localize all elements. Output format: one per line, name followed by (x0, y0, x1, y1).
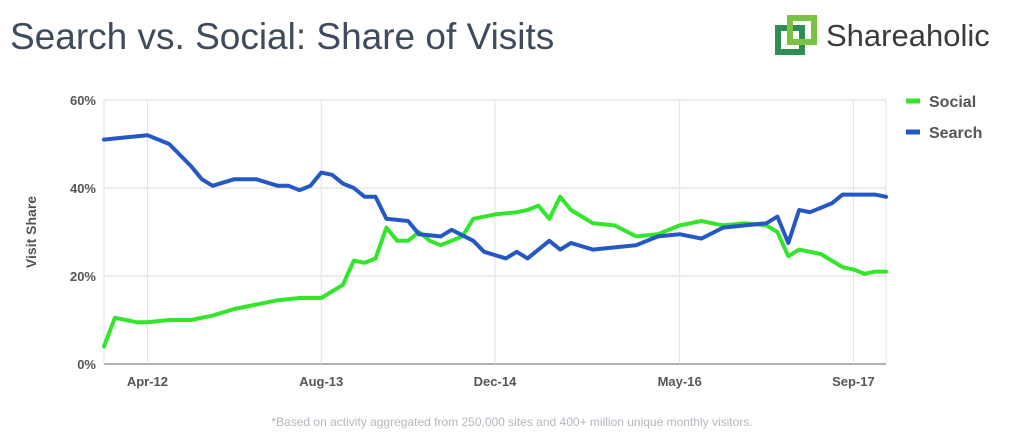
brand-logo: Shareaholic (774, 14, 1014, 60)
legend-label-social: Social (929, 94, 976, 111)
series-line-search (102, 133, 888, 261)
chart-grid (103, 99, 887, 365)
footnote: *Based on activity aggregated from 250,0… (271, 415, 753, 429)
y-tick-label: 0% (77, 357, 96, 372)
x-tick-label: Dec-14 (474, 374, 517, 389)
line-chart: 0% 20% 40% 60% Apr-12 Aug-13 Dec-14 May-16 Sep-… (23, 93, 982, 389)
y-tick-label: 20% (70, 269, 96, 284)
x-tick-label: Apr-12 (127, 374, 168, 389)
y-tick-label: 40% (70, 181, 96, 196)
page-title: Search vs. Social: Share of Visits (10, 16, 555, 57)
x-tick-label: Sep-17 (832, 374, 875, 389)
x-tick-label: Aug-13 (299, 374, 343, 389)
legend-label-search: Search (929, 125, 982, 142)
shareaholic-logo-icon (775, 15, 817, 55)
y-tick-label: 60% (70, 93, 96, 108)
x-axis-ticks: Apr-12 Aug-13 Dec-14 May-16 Sep-17 (127, 374, 875, 389)
x-tick-label: May-16 (658, 374, 702, 389)
chart-series (102, 133, 888, 349)
chart-legend: Social Search (906, 94, 982, 142)
y-axis-label: Visit Share (23, 196, 39, 268)
brand-name: Shareaholic (826, 18, 990, 53)
y-axis-ticks: 0% 20% 40% 60% (70, 93, 96, 372)
series-line-social (102, 194, 888, 349)
